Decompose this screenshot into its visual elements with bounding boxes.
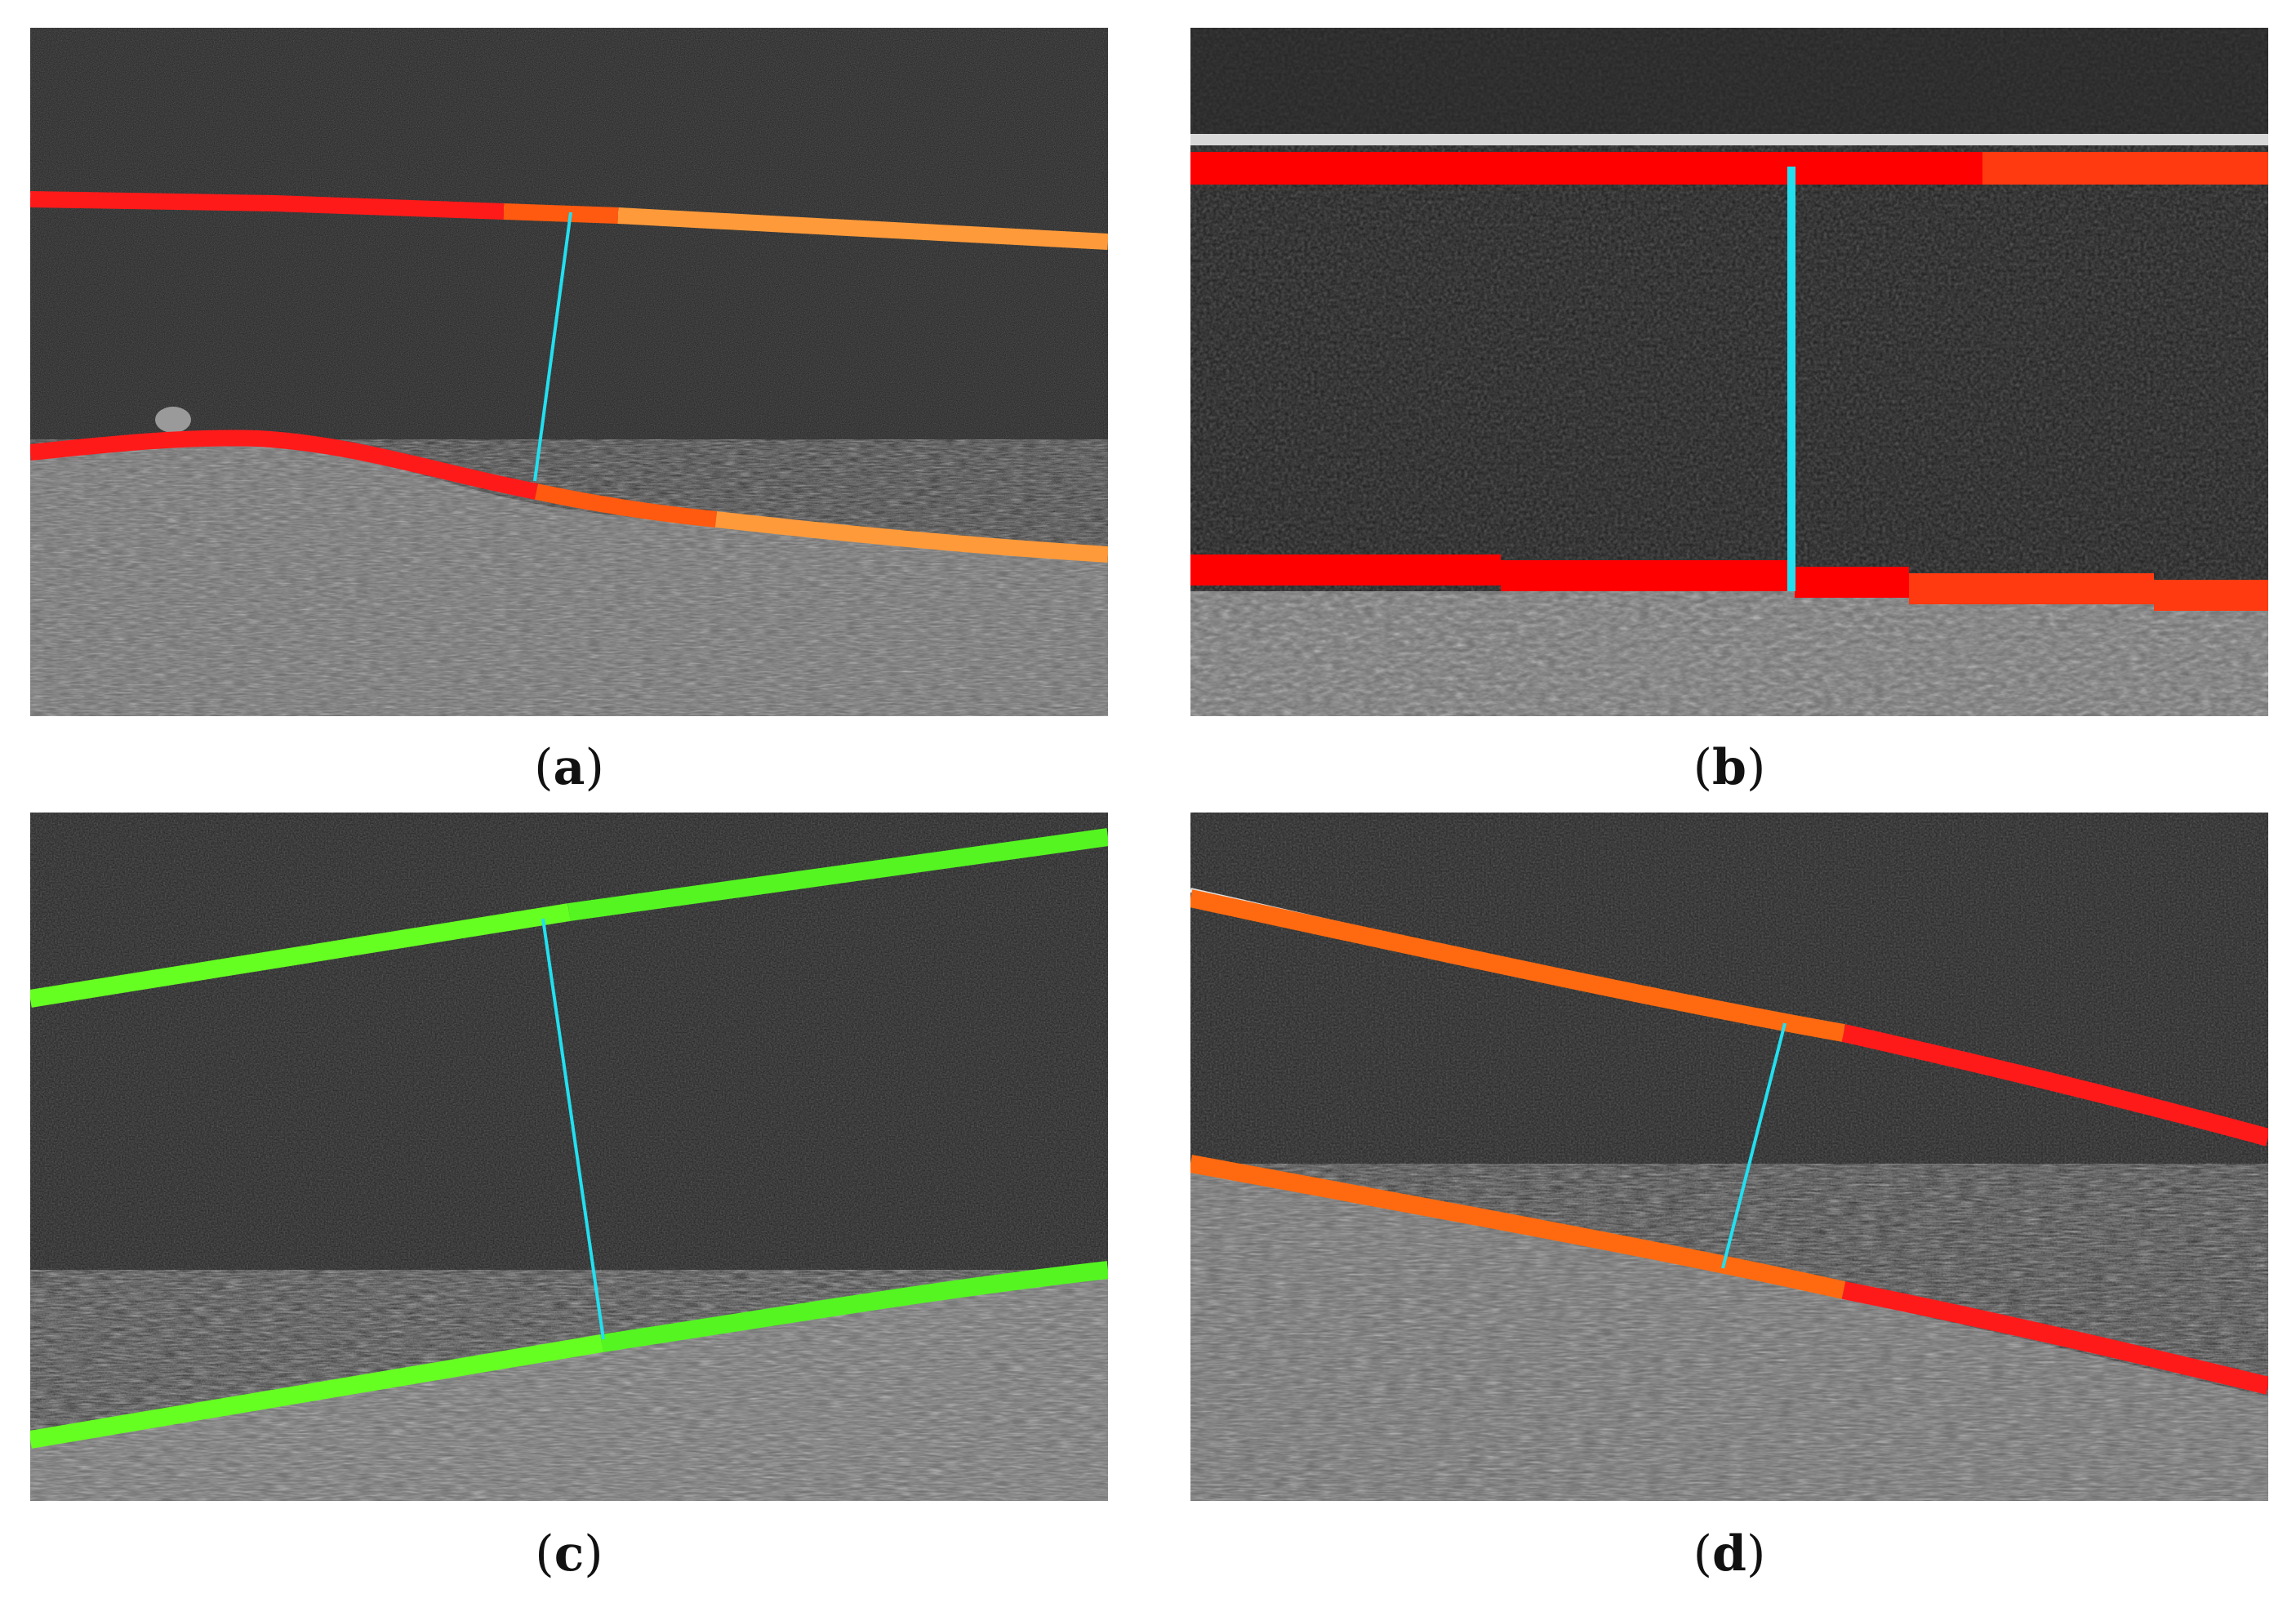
lower-boundary-step-3 — [1795, 567, 1909, 598]
upper-boundary-left-segment — [30, 903, 571, 1008]
upper-boundary-red-segment — [1190, 152, 1982, 185]
lower-boundary-red-segment — [1841, 1281, 2268, 1395]
lower-boundary-orange-segment — [1190, 1155, 1846, 1299]
lower-boundary-left-segment — [30, 1334, 603, 1449]
lower-boundary-orange-segment — [534, 483, 717, 528]
oct-image-c — [30, 813, 1108, 1501]
lower-boundary-light-orange-segment — [714, 511, 1108, 563]
upper-boundary-light-orange-segment — [617, 207, 1108, 250]
thickness-measurement-line — [1721, 1022, 1787, 1269]
oct-image-d — [1190, 813, 2268, 1501]
lower-boundary-step-2 — [1501, 560, 1795, 591]
lower-boundary-red-segment — [30, 430, 538, 500]
thickness-measurement-line — [541, 918, 605, 1340]
caption-a: (a) — [534, 739, 604, 796]
oct-image-panel-b — [1190, 28, 2268, 716]
lower-boundary-right-segment — [600, 1261, 1108, 1352]
oct-image-b — [1190, 28, 2268, 716]
upper-boundary-right-segment — [567, 828, 1108, 921]
caption-d: (d) — [1693, 1525, 1766, 1583]
thickness-measurement-line — [533, 212, 572, 482]
lower-boundary-step-5 — [2154, 580, 2268, 611]
upper-boundary-red-segment — [30, 191, 505, 220]
caption-b: (b) — [1693, 739, 1766, 796]
upper-boundary-orange-segment — [503, 203, 619, 224]
upper-boundary-orange-segment — [1982, 152, 2268, 185]
oct-image-a — [30, 28, 1108, 716]
upper-boundary-orange-segment — [1190, 889, 1845, 1042]
oct-image-panel-a — [30, 28, 1108, 716]
lower-boundary-step-1 — [1190, 554, 1501, 586]
lower-boundary-step-4 — [1909, 573, 2154, 604]
tissue-bump — [155, 407, 191, 433]
oct-image-panel-d — [1190, 813, 2268, 1501]
oct-image-panel-c — [30, 813, 1108, 1501]
caption-c: (c) — [535, 1525, 603, 1583]
upper-boundary-red-segment — [1841, 1024, 2268, 1147]
